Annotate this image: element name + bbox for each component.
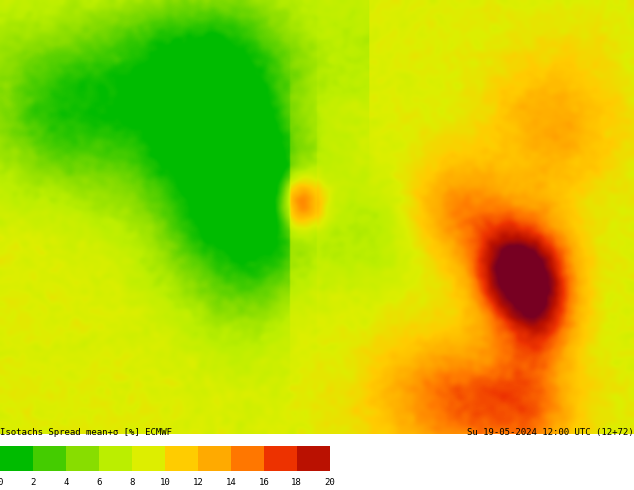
Bar	[33, 446, 66, 471]
Bar	[165, 446, 198, 471]
Bar	[297, 446, 330, 471]
Text: Su 19-05-2024 12:00 UTC (12+72): Su 19-05-2024 12:00 UTC (12+72)	[467, 428, 634, 437]
Bar	[0, 446, 33, 471]
Bar	[264, 446, 297, 471]
Bar	[132, 446, 165, 471]
Bar	[99, 446, 132, 471]
Text: Isotachs Spread mean+σ [%] ECMWF: Isotachs Spread mean+σ [%] ECMWF	[0, 428, 172, 437]
Bar	[231, 446, 264, 471]
Bar	[198, 446, 231, 471]
Bar	[66, 446, 99, 471]
